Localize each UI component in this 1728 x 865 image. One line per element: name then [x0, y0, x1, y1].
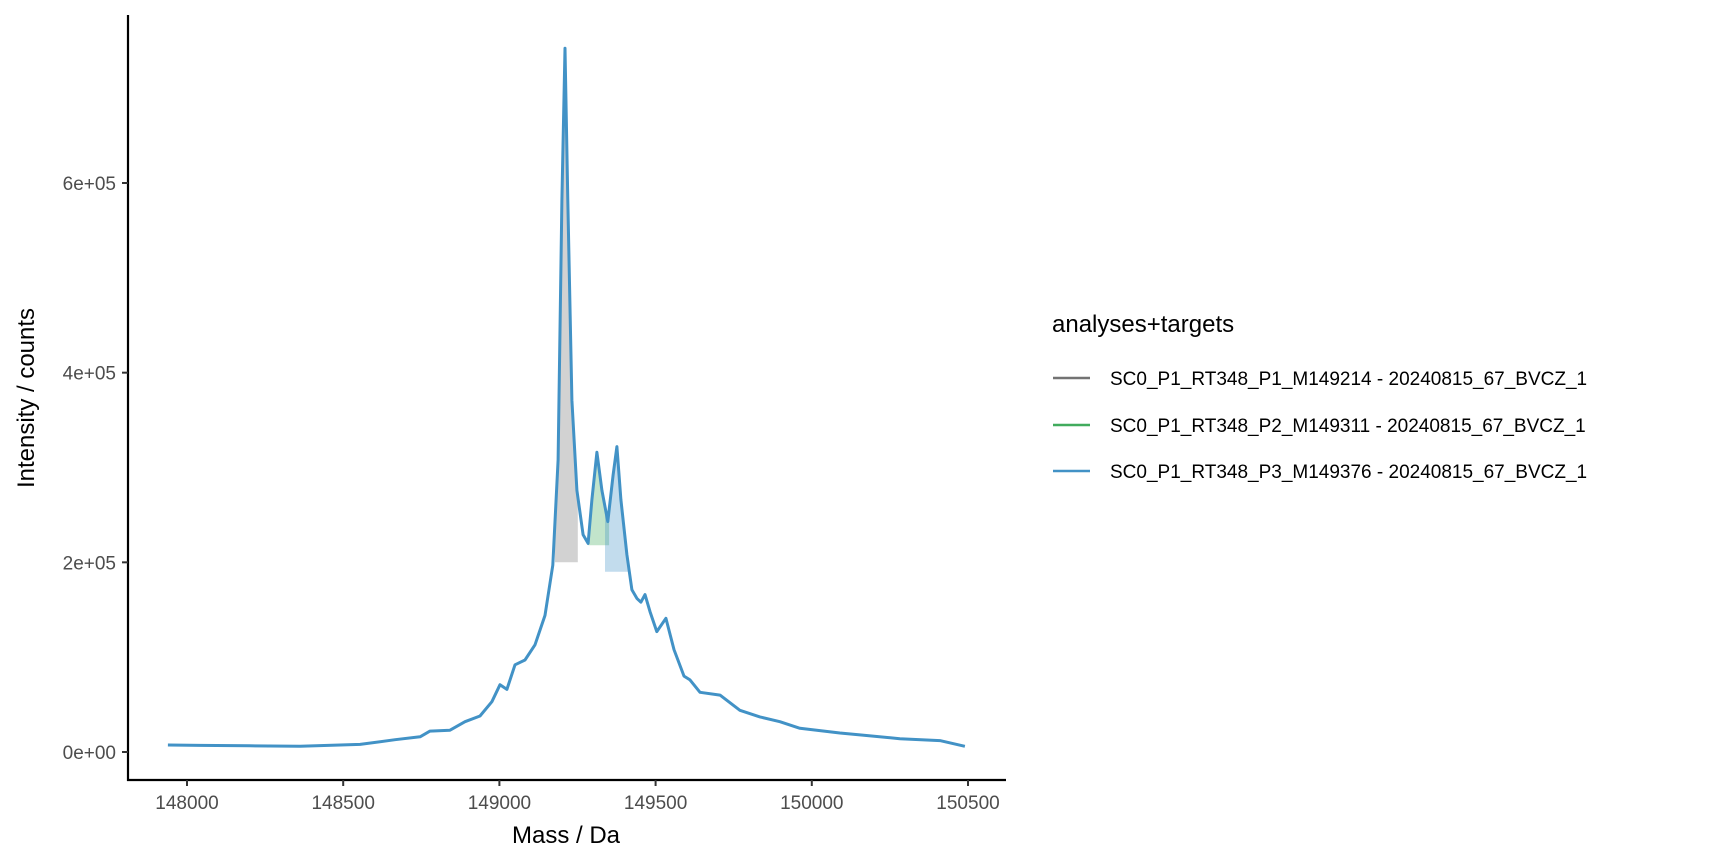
y-tick-label: 6e+05	[63, 174, 116, 195]
x-tick-label: 150000	[780, 793, 843, 814]
legend-label: SC0_P1_RT348_P3_M149376 - 20240815_67_BV…	[1110, 462, 1587, 483]
y-axis-title: Intensity / counts	[13, 308, 40, 488]
legend-title: analyses+targets	[1052, 311, 1234, 338]
x-tick-label: 149500	[624, 793, 687, 814]
legend-label: SC0_P1_RT348_P2_M149311 - 20240815_67_BV…	[1110, 416, 1586, 437]
legend-item: SC0_P1_RT348_P2_M149311 - 20240815_67_BV…	[1053, 416, 1586, 437]
plot-area	[167, 46, 966, 748]
x-axis-title: Mass / Da	[512, 822, 621, 849]
x-axis-ticks: 148000 148500 149000 149500 150000 150500	[155, 780, 1000, 814]
spectrum-line	[167, 46, 966, 748]
legend: analyses+targets SC0_P1_RT348_P1_M149214…	[1052, 311, 1587, 483]
x-tick-label: 148000	[155, 793, 218, 814]
peak-area-fill	[555, 53, 578, 563]
legend-item: SC0_P1_RT348_P3_M149376 - 20240815_67_BV…	[1053, 462, 1587, 483]
y-tick-label: 4e+05	[63, 364, 116, 385]
x-tick-label: 150500	[936, 793, 999, 814]
legend-entries: SC0_P1_RT348_P1_M149214 - 20240815_67_BV…	[1053, 369, 1587, 483]
legend-label: SC0_P1_RT348_P1_M149214 - 20240815_67_BV…	[1110, 369, 1587, 390]
y-axis-ticks: 0e+00 2e+05 4e+05 6e+05	[63, 174, 128, 764]
peak-area-fill	[605, 446, 629, 572]
y-tick-label: 2e+05	[63, 553, 116, 574]
x-tick-label: 148500	[311, 793, 374, 814]
peak-area-fill	[588, 454, 610, 546]
x-tick-label: 149000	[468, 793, 531, 814]
peak-area-fills	[555, 53, 629, 572]
legend-item: SC0_P1_RT348_P1_M149214 - 20240815_67_BV…	[1053, 369, 1587, 390]
y-tick-label: 0e+00	[63, 743, 116, 764]
